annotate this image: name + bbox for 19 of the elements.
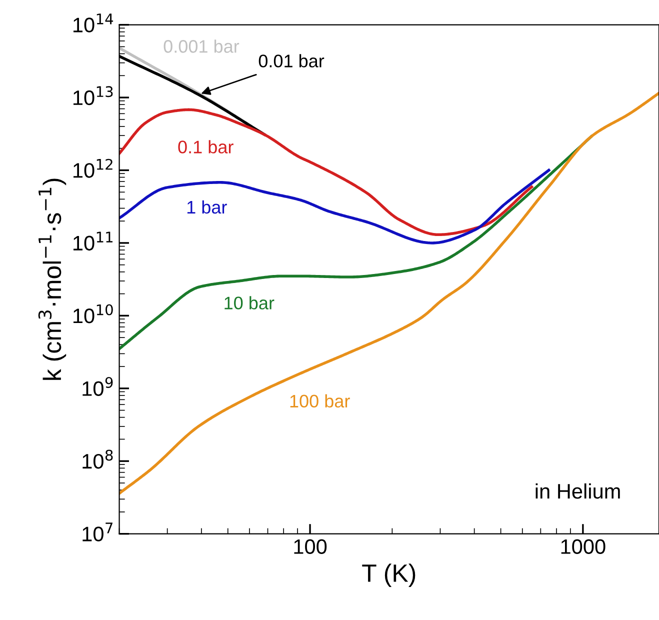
- y-tick-label: 10$^{9}$: [82, 376, 113, 396]
- y-tick-label: 10$^{12}$: [74, 158, 112, 178]
- y-tick-label: 10$^{14}$: [74, 14, 114, 32]
- x-axis-title: T (K): [362, 564, 416, 587]
- y-tick-label: 10$^{7}$: [82, 522, 112, 542]
- y-tick-label: 10$^{10}$: [74, 304, 113, 324]
- x-tick-label: 100: [294, 539, 327, 554]
- series-label: 0.1 bar: [178, 140, 234, 154]
- y-tick-label: 10$^{11}$: [74, 232, 112, 251]
- text: 0.01 bar: [258, 54, 324, 68]
- y-tick-label: 10$^{13}$: [74, 86, 113, 106]
- y-tick-label: 10$^{8}$: [82, 450, 113, 469]
- annotation: in Helium: [536, 483, 620, 499]
- y-axis-title: k (cm$^{3}$·mol$^{−1}$·s$^{−1}$): [38, 178, 66, 380]
- series-label: 10 bar: [224, 296, 274, 310]
- series-label: 1 bar: [187, 200, 227, 214]
- series-label: 0.001 bar: [164, 40, 240, 53]
- series-label: 100 bar: [290, 394, 350, 408]
- x-tick-label: 1000: [561, 539, 606, 554]
